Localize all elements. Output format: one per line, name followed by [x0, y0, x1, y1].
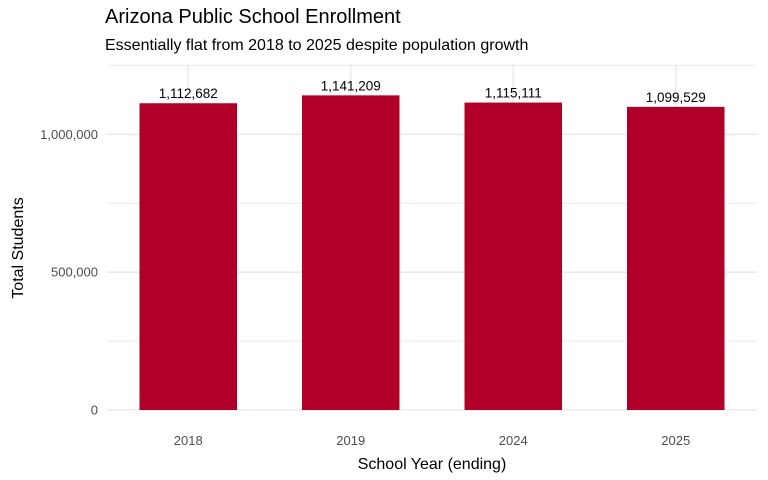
x-axis-title: School Year (ending): [358, 456, 507, 473]
bar-2018: [139, 103, 237, 410]
x-tick-label: 2025: [661, 433, 690, 448]
bar-2019: [302, 95, 400, 411]
x-tick-label: 2018: [174, 433, 203, 448]
chart-subtitle: Essentially flat from 2018 to 2025 despi…: [105, 37, 529, 54]
x-axis-ticks: 2018 2019 2024 2025: [174, 433, 690, 448]
data-labels: 1,112,682 1,141,209 1,115,111 1,099,529: [159, 78, 706, 104]
bars: [139, 95, 725, 411]
y-tick-label: 1,000,000: [40, 127, 98, 142]
y-tick-label: 500,000: [51, 265, 98, 280]
x-tick-label: 2019: [336, 433, 365, 448]
data-label-2018: 1,112,682: [159, 86, 218, 101]
bar-2024: [464, 102, 562, 410]
bar-2025: [627, 106, 725, 411]
y-axis-ticks: 0 500,000 1,000,000: [40, 127, 98, 418]
data-label-2024: 1,115,111: [485, 86, 542, 101]
chart-title: Arizona Public School Enrollment: [105, 6, 401, 28]
data-label-2019: 1,141,209: [321, 78, 381, 93]
y-tick-label: 0: [91, 403, 98, 418]
y-axis-title: Total Students: [10, 197, 27, 298]
data-label-2025: 1,099,529: [646, 90, 706, 105]
x-tick-label: 2024: [499, 433, 528, 448]
